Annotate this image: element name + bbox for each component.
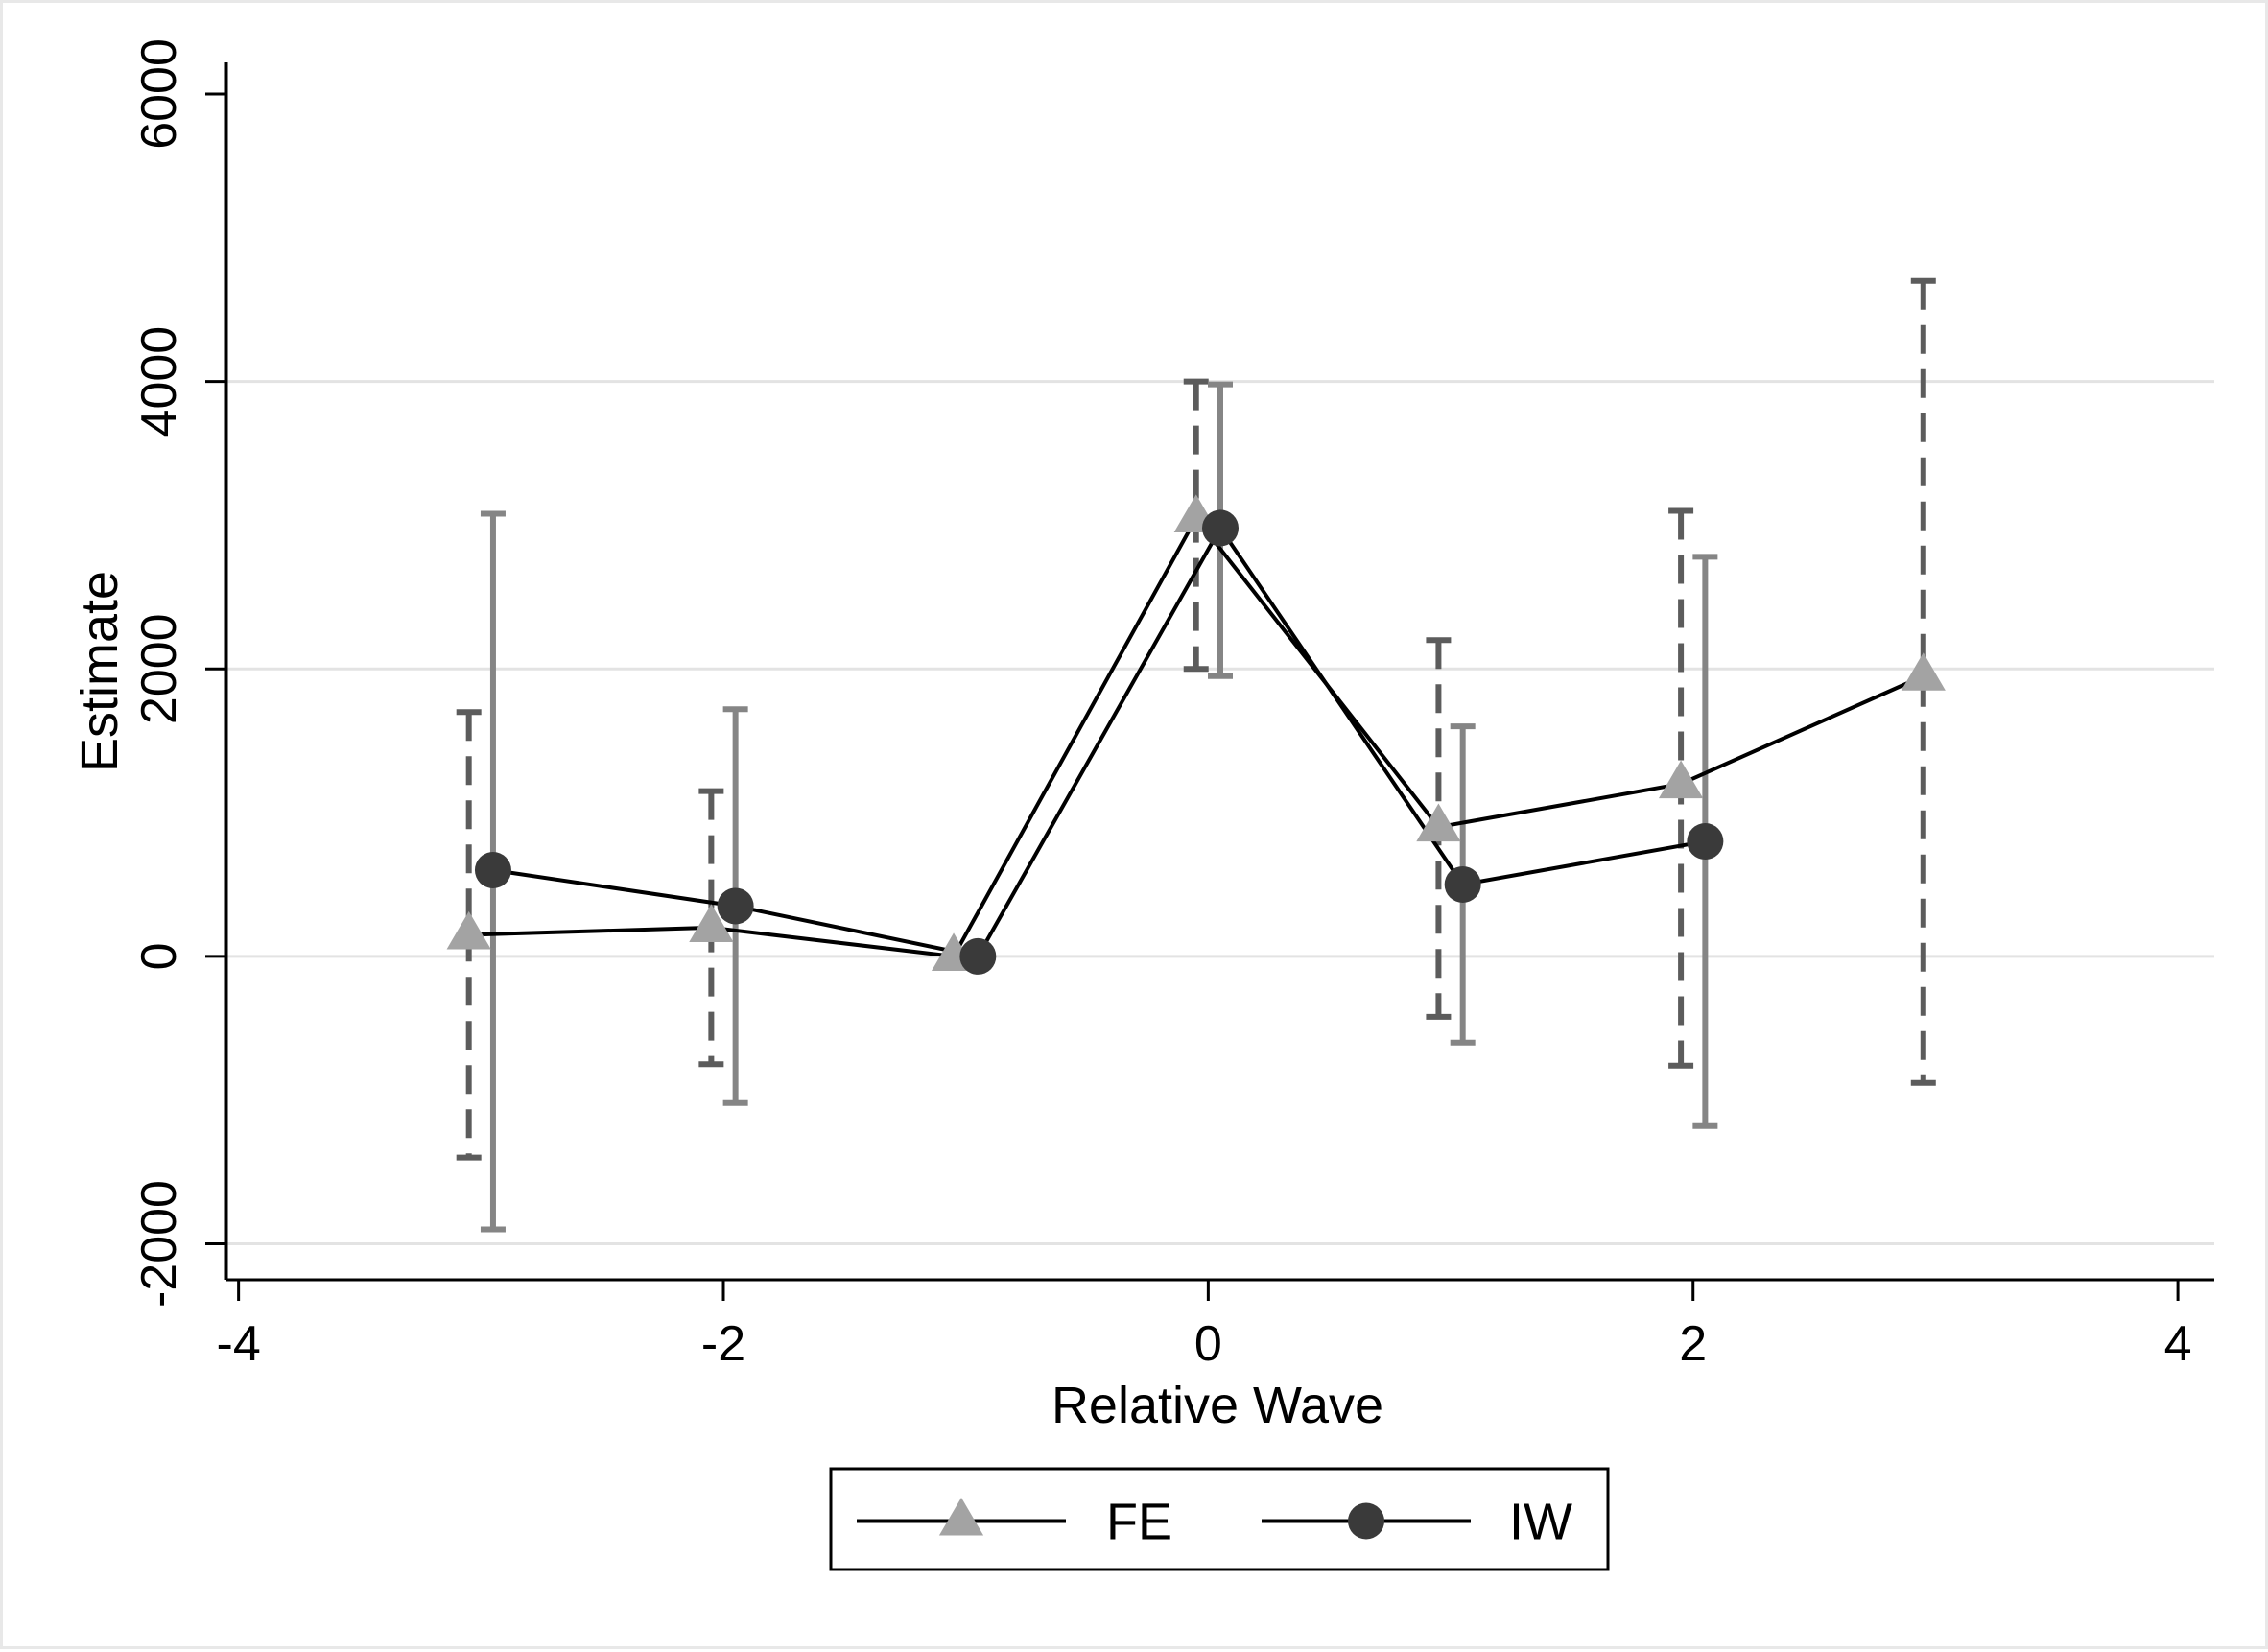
data-point-fe bbox=[446, 910, 491, 950]
axes: -2000 0 2000 4000 6000 -4 -2 0 2 4 bbox=[131, 38, 2214, 1372]
confidence-intervals bbox=[456, 277, 1936, 1233]
legend: FE IW bbox=[829, 1467, 1610, 1571]
data-point-iw bbox=[1444, 865, 1481, 903]
data-point-fe bbox=[1416, 803, 1461, 842]
x-tick-label: 0 bbox=[1194, 1316, 1222, 1372]
legend-marker-fe bbox=[938, 1497, 984, 1536]
y-tick-label: 0 bbox=[131, 942, 187, 970]
legend-label-fe: FE bbox=[1106, 1494, 1172, 1551]
y-tick-label: 6000 bbox=[131, 38, 187, 150]
x-tick-label: -2 bbox=[701, 1316, 745, 1372]
series-line-iw bbox=[492, 524, 1706, 959]
y-tick-label: 4000 bbox=[131, 326, 187, 437]
legend-marker-iw bbox=[1348, 1502, 1384, 1540]
y-tick-label: -2000 bbox=[131, 1180, 187, 1308]
x-tick-label: 4 bbox=[2164, 1316, 2192, 1372]
x-axis-title: Relative Wave bbox=[1051, 1377, 1383, 1434]
data-point-iw bbox=[1687, 823, 1724, 861]
series-markers bbox=[446, 494, 1946, 975]
data-point-fe bbox=[689, 904, 734, 942]
y-tick-label: 2000 bbox=[131, 613, 187, 724]
y-axis-title: Estimate bbox=[71, 571, 129, 772]
data-point-fe bbox=[1658, 760, 1704, 799]
data-point-iw bbox=[1202, 509, 1239, 547]
data-point-fe bbox=[1901, 652, 1946, 691]
data-point-iw bbox=[717, 887, 754, 925]
data-point-iw bbox=[474, 852, 511, 889]
legend-label-iw: IW bbox=[1509, 1494, 1572, 1551]
data-point-iw bbox=[959, 937, 997, 975]
x-tick-label: 2 bbox=[1679, 1316, 1707, 1372]
x-tick-label: -4 bbox=[217, 1316, 261, 1372]
